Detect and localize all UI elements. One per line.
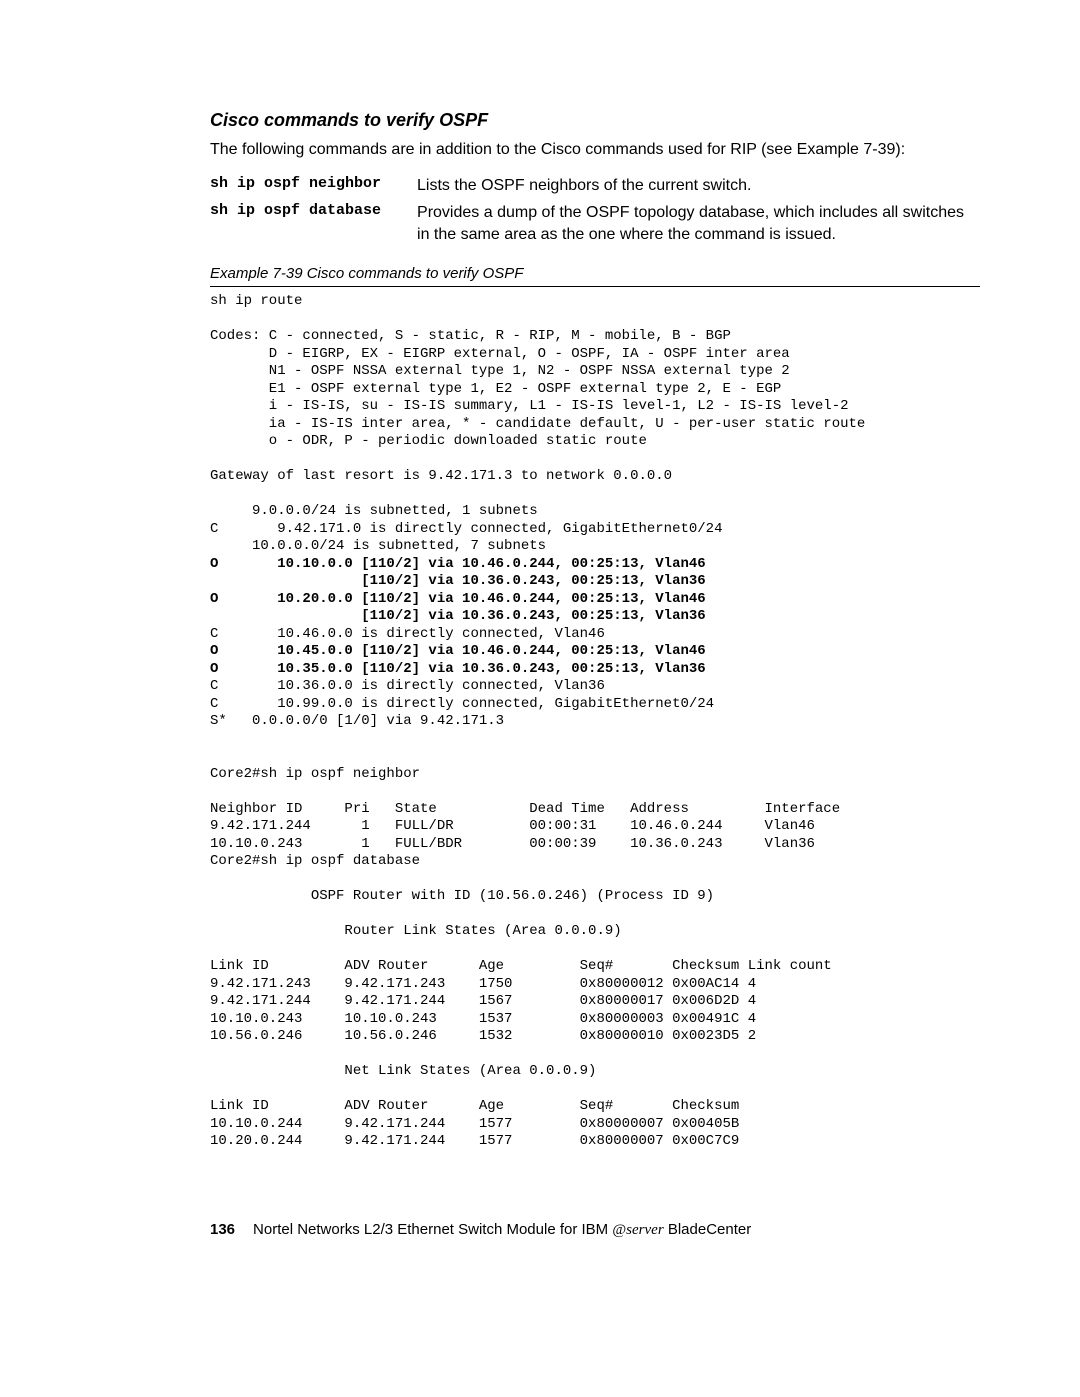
term-line: C 10.36.0.0 is directly connected, Vlan3… bbox=[210, 678, 605, 694]
terminal-output: sh ip route Codes: C - connected, S - st… bbox=[210, 293, 980, 1151]
term-line: 10.10.0.243 1 FULL/BDR 00:00:39 10.36.0.… bbox=[210, 836, 815, 852]
term-line: E1 - OSPF external type 1, E2 - OSPF ext… bbox=[210, 381, 781, 397]
term-line-bold: O 10.10.0.0 [110/2] via 10.46.0.244, 00:… bbox=[210, 556, 706, 572]
term-line: sh ip route bbox=[210, 293, 302, 309]
cmd-name: sh ip ospf database bbox=[210, 202, 417, 251]
term-line: 9.42.171.244 1 FULL/DR 00:00:31 10.46.0.… bbox=[210, 818, 815, 834]
term-line: 9.42.171.243 9.42.171.243 1750 0x8000001… bbox=[210, 976, 756, 992]
term-line: 9.42.171.244 9.42.171.244 1567 0x8000001… bbox=[210, 993, 756, 1009]
term-line: Core2#sh ip ospf neighbor bbox=[210, 766, 420, 782]
section-heading: Cisco commands to verify OSPF bbox=[210, 110, 980, 131]
term-line-bold: O 10.45.0.0 [110/2] via 10.46.0.244, 00:… bbox=[210, 643, 706, 659]
term-line: OSPF Router with ID (10.56.0.246) (Proce… bbox=[210, 888, 714, 904]
e-at: @ bbox=[612, 1222, 626, 1238]
term-line: S* 0.0.0.0/0 [1/0] via 9.42.171.3 bbox=[210, 713, 504, 729]
term-line: Net Link States (Area 0.0.0.9) bbox=[210, 1063, 596, 1079]
page-footer: 136 Nortel Networks L2/3 Ethernet Switch … bbox=[210, 1221, 980, 1239]
term-line: Gateway of last resort is 9.42.171.3 to … bbox=[210, 468, 672, 484]
eserver-logo: @server bbox=[612, 1222, 663, 1238]
term-line: 9.0.0.0/24 is subnetted, 1 subnets bbox=[210, 503, 538, 519]
term-line: 10.0.0.0/24 is subnetted, 7 subnets bbox=[210, 538, 546, 554]
footer-title-after: BladeCenter bbox=[664, 1221, 752, 1238]
term-line: C 10.46.0.0 is directly connected, Vlan4… bbox=[210, 626, 605, 642]
term-line: Neighbor ID Pri State Dead Time Address … bbox=[210, 801, 840, 817]
term-line: i - IS-IS, su - IS-IS summary, L1 - IS-I… bbox=[210, 398, 849, 414]
example-caption: Example 7-39 Cisco commands to verify OS… bbox=[210, 265, 980, 282]
cmd-desc: Lists the OSPF neighbors of the current … bbox=[417, 175, 980, 203]
term-line: Router Link States (Area 0.0.0.9) bbox=[210, 923, 622, 939]
term-line: Codes: C - connected, S - static, R - RI… bbox=[210, 328, 731, 344]
term-line: 10.10.0.243 10.10.0.243 1537 0x80000003 … bbox=[210, 1011, 756, 1027]
footer-title-before: Nortel Networks L2/3 Ethernet Switch Mod… bbox=[253, 1221, 612, 1238]
eserver-word: server bbox=[626, 1222, 664, 1238]
term-line: N1 - OSPF NSSA external type 1, N2 - OSP… bbox=[210, 363, 790, 379]
cmd-name: sh ip ospf neighbor bbox=[210, 175, 417, 203]
rule bbox=[210, 286, 980, 287]
term-line-bold: [110/2] via 10.36.0.243, 00:25:13, Vlan3… bbox=[210, 608, 706, 624]
term-line-bold: O 10.20.0.0 [110/2] via 10.46.0.244, 00:… bbox=[210, 591, 706, 607]
term-line: D - EIGRP, EX - EIGRP external, O - OSPF… bbox=[210, 346, 798, 362]
term-line: Link ID ADV Router Age Seq# Checksum Lin… bbox=[210, 958, 832, 974]
term-line: o - ODR, P - periodic downloaded static … bbox=[210, 433, 647, 449]
term-line: ia - IS-IS inter area, * - candidate def… bbox=[210, 416, 865, 432]
command-list: sh ip ospf neighbor Lists the OSPF neigh… bbox=[210, 175, 980, 252]
term-line: 10.20.0.244 9.42.171.244 1577 0x80000007… bbox=[210, 1133, 739, 1149]
term-line-bold: O 10.35.0.0 [110/2] via 10.36.0.243, 00:… bbox=[210, 661, 706, 677]
intro-text: The following commands are in addition t… bbox=[210, 139, 980, 161]
term-line-bold: [110/2] via 10.36.0.243, 00:25:13, Vlan3… bbox=[210, 573, 706, 589]
term-line: Link ID ADV Router Age Seq# Checksum bbox=[210, 1098, 739, 1114]
term-line: C 9.42.171.0 is directly connected, Giga… bbox=[210, 521, 722, 537]
term-line: C 10.99.0.0 is directly connected, Gigab… bbox=[210, 696, 714, 712]
term-line: 10.10.0.244 9.42.171.244 1577 0x80000007… bbox=[210, 1116, 739, 1132]
cmd-desc: Provides a dump of the OSPF topology dat… bbox=[417, 202, 980, 251]
term-line: 10.56.0.246 10.56.0.246 1532 0x80000010 … bbox=[210, 1028, 756, 1044]
page-number: 136 bbox=[210, 1221, 235, 1238]
term-line: Core2#sh ip ospf database bbox=[210, 853, 420, 869]
